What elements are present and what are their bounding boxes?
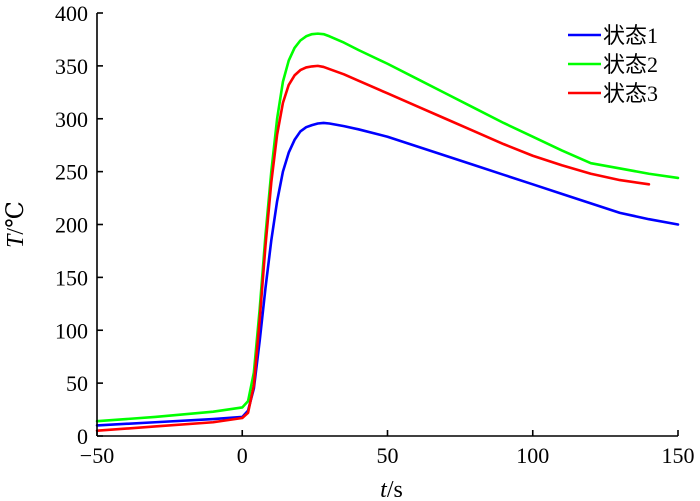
y-tick-label: 200 [55, 213, 88, 238]
x-tick-label: 100 [516, 443, 549, 468]
y-tick-label: 350 [55, 54, 88, 79]
x-tick-label: 50 [377, 443, 399, 468]
y-tick-label: 50 [66, 371, 88, 396]
y-tick-label: 100 [55, 318, 88, 343]
y-axis-label: T/℃ [3, 201, 29, 248]
series-line-1 [95, 121, 680, 427]
legend-label-3: 状态3 [603, 81, 658, 106]
y-tick-label: 400 [55, 1, 88, 26]
x-tick-label: 150 [662, 443, 695, 468]
legend-label-2: 状态2 [603, 52, 658, 77]
y-tick-label: 250 [55, 160, 88, 185]
series-layer [95, 32, 680, 433]
x-axis-label: t/s [380, 477, 403, 501]
legend-label-1: 状态1 [603, 23, 658, 48]
y-tick-label: 300 [55, 107, 88, 132]
x-tick-label: −50 [80, 443, 114, 468]
y-tick-label: 0 [77, 424, 88, 449]
y-tick-label: 150 [55, 265, 88, 290]
axes-layer [96, 13, 678, 437]
x-tick-label: 0 [237, 443, 248, 468]
legend: 状态1 状态2 状态3 [568, 23, 658, 106]
series-line-3 [95, 64, 651, 433]
